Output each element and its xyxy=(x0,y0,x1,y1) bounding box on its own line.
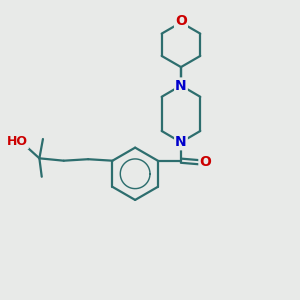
Text: O: O xyxy=(200,155,211,169)
Text: HO: HO xyxy=(7,135,28,148)
Text: N: N xyxy=(175,135,187,149)
Text: N: N xyxy=(175,79,187,92)
Text: O: O xyxy=(175,14,187,28)
